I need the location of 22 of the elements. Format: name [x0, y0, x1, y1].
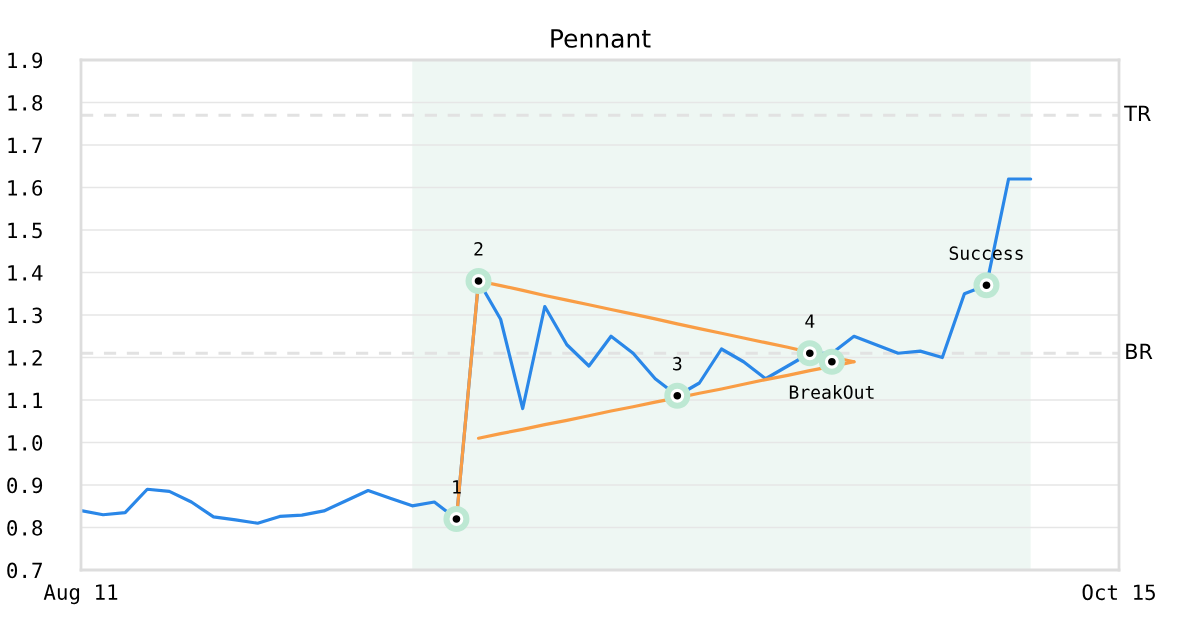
y-tick-label: 0.9 — [7, 477, 43, 494]
y-tick-label: 1.1 — [8, 392, 43, 408]
y-tick-label: 0.7 — [7, 562, 42, 579]
ref-line-label: TR — [1124, 105, 1151, 121]
y-tick-label: 1.4 — [8, 265, 43, 281]
annotation: 4 — [805, 314, 815, 328]
y-tick-label: 1.2 — [8, 350, 42, 366]
annotation: 3 — [673, 356, 682, 371]
y-tick-label: 0.8 — [7, 520, 43, 536]
chart-title: Pennant — [551, 29, 651, 48]
y-tick-label: 1.7 — [8, 137, 42, 153]
annotation: 2 — [474, 242, 483, 256]
y-tick-label: 1.0 — [8, 435, 43, 451]
y-tick-label: 1.5 — [8, 222, 42, 239]
y-tick-label: 1.6 — [8, 180, 43, 196]
ref-line-label: BR — [1126, 343, 1153, 359]
x-tick-label: Oct 15 — [1082, 584, 1155, 601]
y-tick-label: 1.8 — [8, 95, 43, 111]
x-tick-label: Aug 11 — [43, 584, 118, 605]
y-tick-label: 1.3 — [8, 307, 42, 324]
y-tick-label: 1.9 — [8, 52, 43, 69]
annotation: BreakOut — [789, 385, 874, 399]
